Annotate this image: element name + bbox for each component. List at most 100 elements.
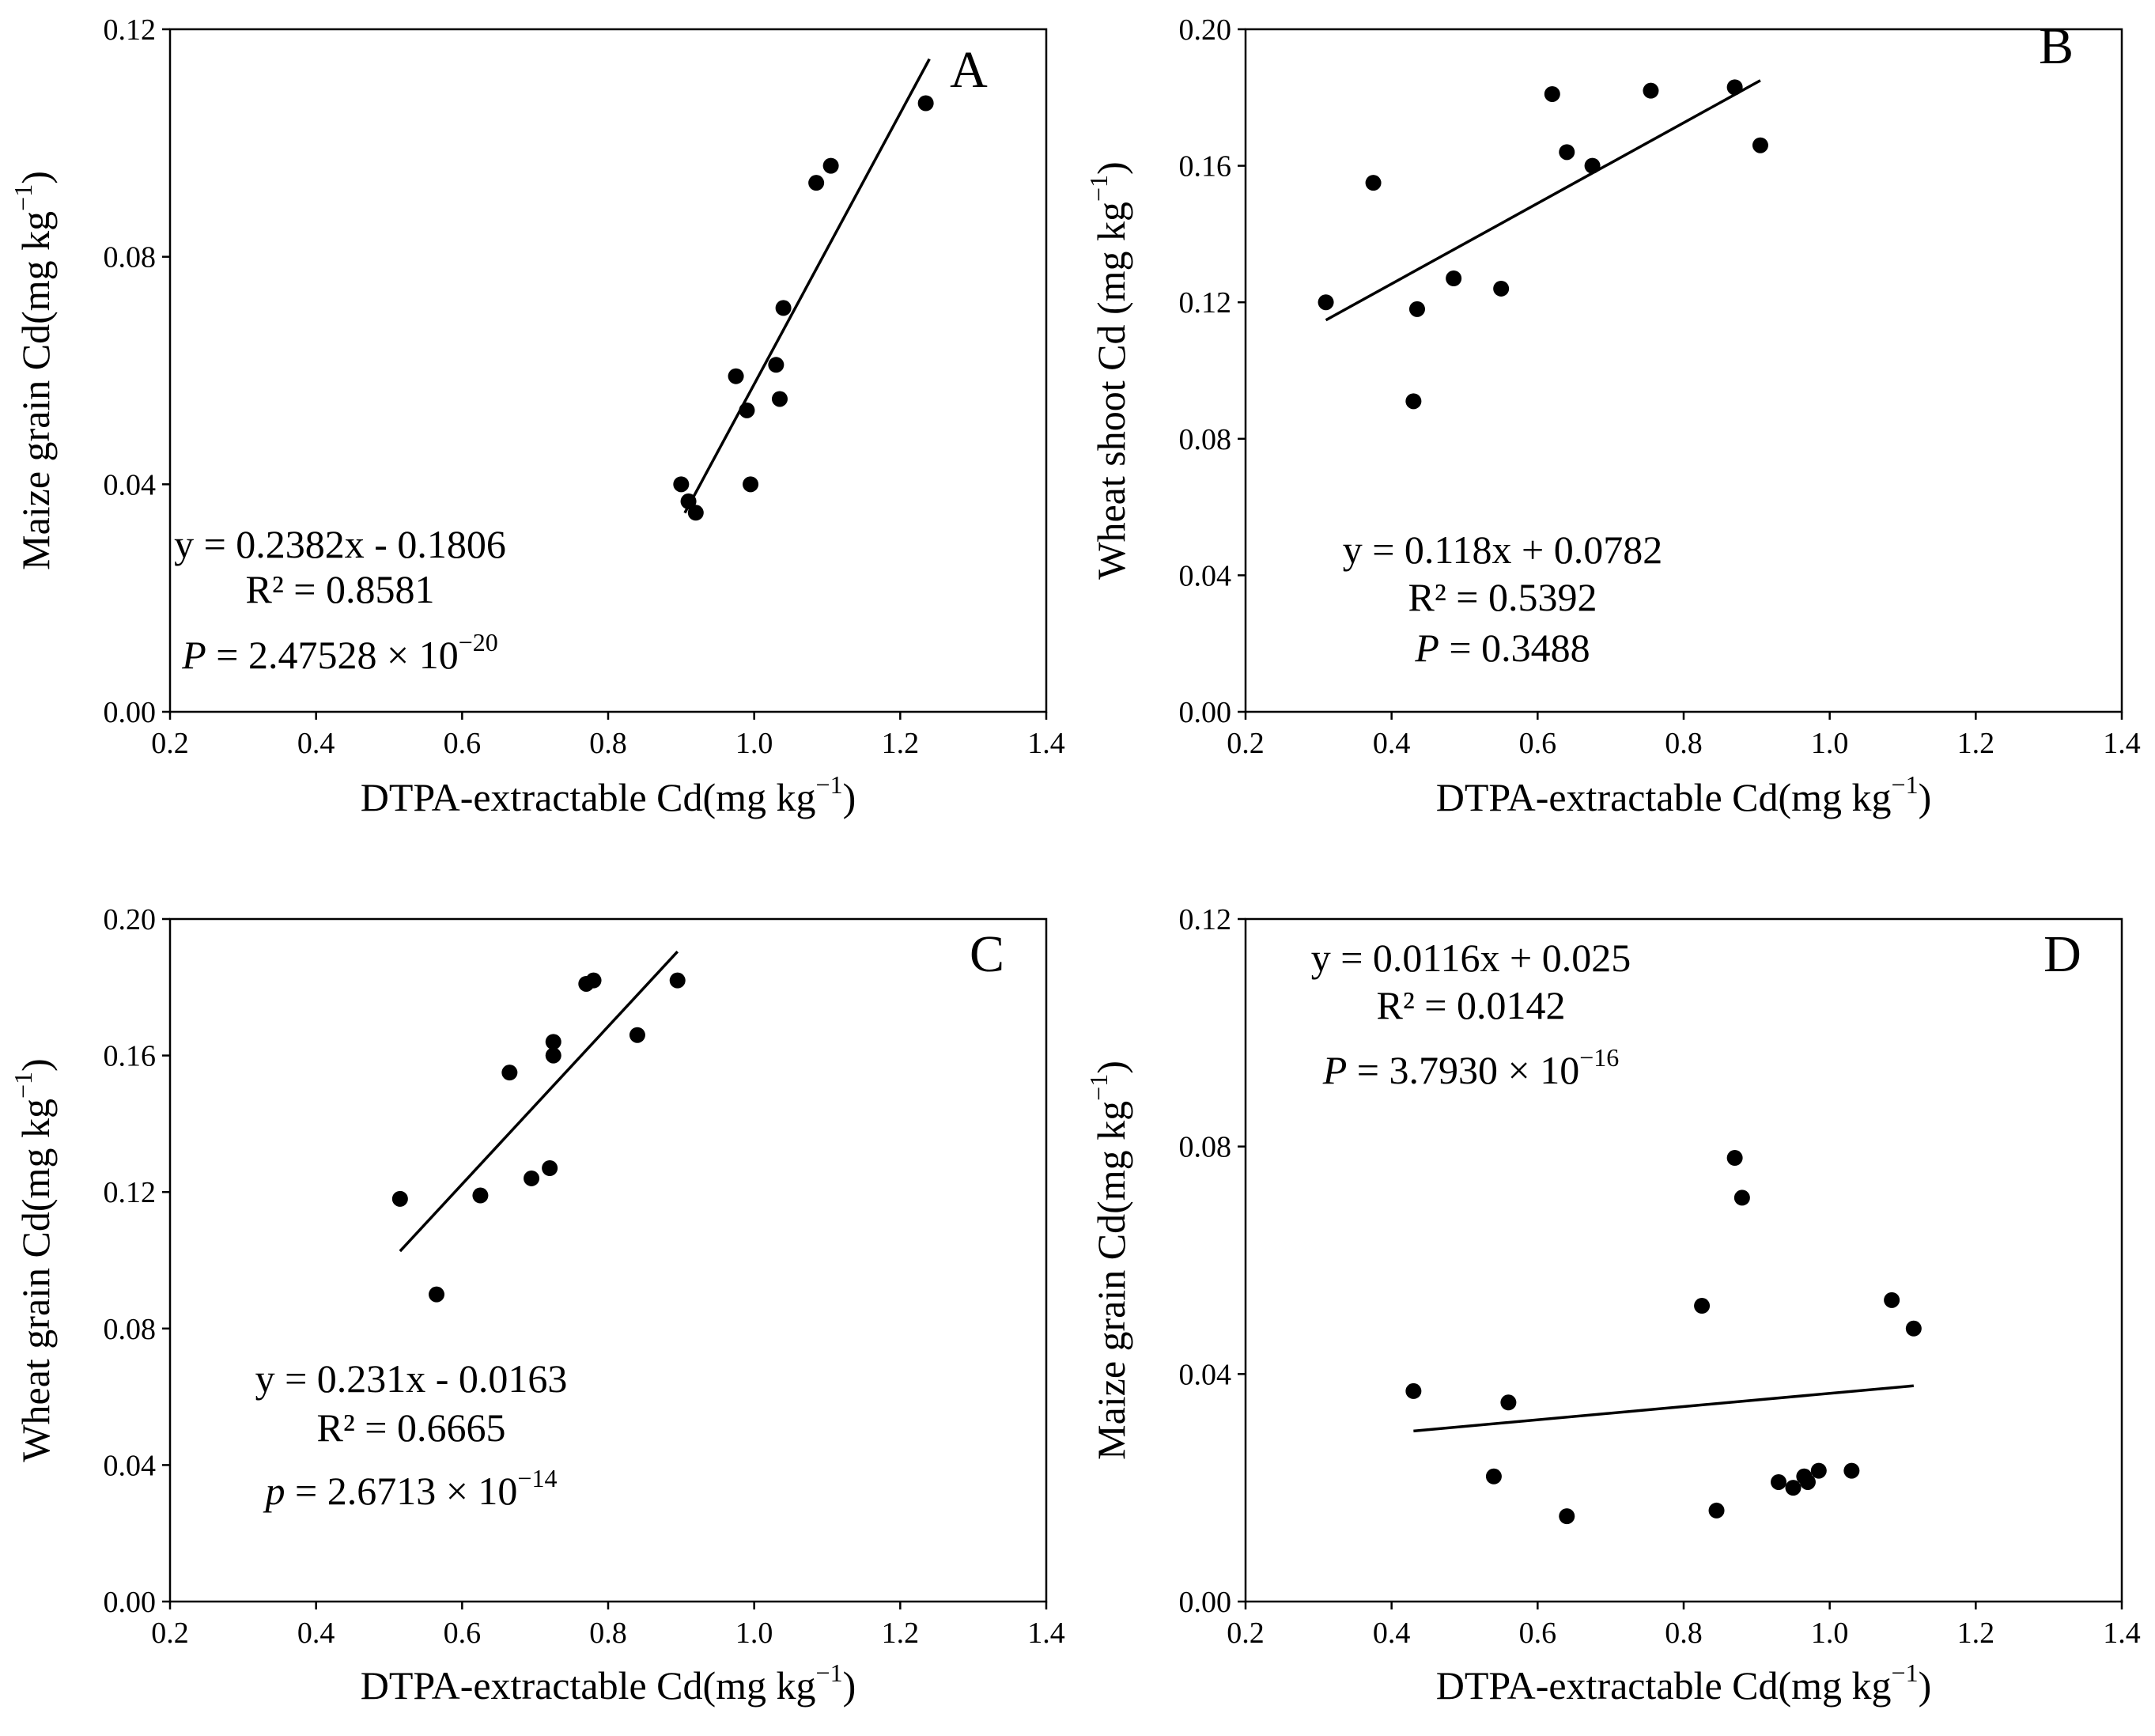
data-point xyxy=(545,1047,561,1064)
data-point xyxy=(524,1170,540,1186)
y-tick-label: 0.00 xyxy=(104,1586,157,1619)
x-axis-label-close: ) xyxy=(843,1663,856,1708)
data-point xyxy=(542,1159,558,1176)
x-tick-label: 1.2 xyxy=(1957,1617,1995,1650)
y-axis-unit-exponent: −1 xyxy=(1084,175,1113,202)
p-exponent: −20 xyxy=(459,628,498,656)
x-tick-label: 0.2 xyxy=(1227,727,1265,760)
y-tick-label: 0.04 xyxy=(1179,559,1232,592)
y-tick-label: 0.00 xyxy=(1179,1586,1232,1619)
x-tick-label: 1.4 xyxy=(1027,727,1065,760)
data-point xyxy=(775,300,792,316)
y-tick-label: 0.20 xyxy=(104,903,157,936)
x-tick-label: 1.4 xyxy=(1027,1617,1065,1650)
y-axis-label: Maize grain Cd(mg kg−1) xyxy=(1084,1061,1133,1460)
x-axis-label-text: DTPA-extractable Cd(mg kg xyxy=(1436,1663,1892,1708)
data-point xyxy=(768,357,784,373)
x-tick-label: 1.0 xyxy=(735,727,773,760)
y-axis-label-close: ) xyxy=(13,171,58,184)
x-axis-unit-exponent: −1 xyxy=(1892,770,1919,799)
plot-frame xyxy=(1244,28,2123,713)
data-point xyxy=(1733,1189,1750,1206)
regression-equation: y = 0.2382x - 0.1806 xyxy=(174,522,506,566)
y-tick-label: 0.04 xyxy=(104,468,157,501)
data-point xyxy=(808,175,825,191)
regression-equation: y = 0.118x + 0.0782 xyxy=(1343,528,1663,572)
data-point xyxy=(1405,1382,1422,1399)
data-point xyxy=(1726,79,1743,96)
regression-equation: y = 0.231x - 0.0163 xyxy=(255,1356,568,1401)
data-point xyxy=(1708,1502,1725,1519)
y-axis-label: Wheat shoot Cd (mg kg−1) xyxy=(1084,161,1133,579)
x-tick-label: 0.4 xyxy=(297,727,335,760)
data-point xyxy=(1544,85,1560,102)
data-point xyxy=(1884,1292,1900,1308)
data-point xyxy=(1643,82,1659,99)
data-point xyxy=(1405,393,1422,410)
r-squared-value: 0.6665 xyxy=(397,1405,506,1450)
y-axis-label-close: ) xyxy=(13,1058,58,1072)
data-point xyxy=(429,1286,445,1303)
data-point xyxy=(1500,1394,1517,1411)
panel-letter: D xyxy=(2043,925,2081,983)
data-point xyxy=(1771,1473,1787,1490)
x-tick-label: 1.0 xyxy=(1811,1617,1849,1650)
x-axis-label: DTPA-extractable Cd(mg kg−1) xyxy=(361,770,856,819)
p-symbol: P xyxy=(1322,1048,1348,1092)
x-tick-label: 0.8 xyxy=(1665,727,1703,760)
y-tick-label: 0.04 xyxy=(104,1449,157,1482)
data-point xyxy=(728,368,744,384)
x-axis-label-text: DTPA-extractable Cd(mg kg xyxy=(1436,775,1892,819)
data-point xyxy=(1318,294,1334,311)
x-tick-label: 0.6 xyxy=(1519,727,1557,760)
y-tick-label: 0.08 xyxy=(1179,423,1232,456)
chart-panel-a: 0.2 0.4 0.6 0.8 1.0 1.2 1.4 0.00 0.04 0.08 0.12 Ay … xyxy=(9,13,1065,819)
r-squared-value: 0.5392 xyxy=(1488,575,1597,619)
x-tick-label: 0.6 xyxy=(444,1617,482,1650)
y-tick-label: 0.12 xyxy=(1179,903,1232,936)
data-point xyxy=(585,972,602,989)
x-axis-unit-exponent: −1 xyxy=(1892,1658,1919,1687)
data-point xyxy=(1726,1150,1743,1167)
p-value: = 3.7930 × 10 xyxy=(1347,1048,1579,1092)
x-tick-label: 0.8 xyxy=(1665,1617,1703,1650)
data-point xyxy=(1694,1298,1711,1314)
data-point xyxy=(1843,1462,1860,1479)
data-point xyxy=(1905,1320,1922,1337)
y-axis-label-close: ) xyxy=(1089,161,1133,175)
r-squared-label: R² = xyxy=(1408,575,1488,619)
y-axis-label: Maize grain Cd(mg kg−1) xyxy=(9,171,58,570)
x-axis-label-text: DTPA-extractable Cd(mg kg xyxy=(361,1663,816,1708)
p-exponent: −14 xyxy=(517,1464,557,1492)
p-value: = 0.3488 xyxy=(1439,626,1590,670)
y-tick-label: 0.20 xyxy=(1179,13,1232,47)
data-point xyxy=(472,1187,489,1204)
y-tick-label: 0.00 xyxy=(104,696,157,729)
y-tick-label: 0.12 xyxy=(104,1176,157,1209)
x-axis-unit-exponent: −1 xyxy=(816,770,843,799)
x-tick-label: 1.2 xyxy=(1957,727,1995,760)
data-point xyxy=(1485,1468,1502,1484)
p-value-text: P = 3.7930 × 10−16 xyxy=(1322,1043,1620,1092)
p-exponent: −16 xyxy=(1579,1043,1619,1072)
y-tick-label: 0.08 xyxy=(1179,1131,1232,1164)
x-tick-label: 1.2 xyxy=(882,727,920,760)
y-tick-label: 0.08 xyxy=(104,241,157,274)
p-symbol: P xyxy=(1414,626,1439,670)
data-point xyxy=(771,391,788,407)
panel-letter: C xyxy=(970,925,1004,983)
data-point xyxy=(1559,144,1575,161)
y-axis-label-text: Maize grain Cd(mg kg xyxy=(13,211,58,570)
x-tick-label: 0.2 xyxy=(151,1617,189,1650)
y-tick-label: 0.16 xyxy=(1179,150,1232,183)
data-point xyxy=(1810,1462,1827,1479)
p-value: = 2.6713 × 10 xyxy=(285,1469,518,1513)
data-point xyxy=(545,1034,561,1050)
data-point xyxy=(1446,270,1462,286)
x-tick-label: 0.6 xyxy=(444,727,482,760)
data-point xyxy=(1799,1473,1816,1490)
regression-line xyxy=(1413,1384,1915,1433)
r-squared-value: 0.8581 xyxy=(326,567,435,611)
p-symbol: p xyxy=(263,1469,285,1513)
